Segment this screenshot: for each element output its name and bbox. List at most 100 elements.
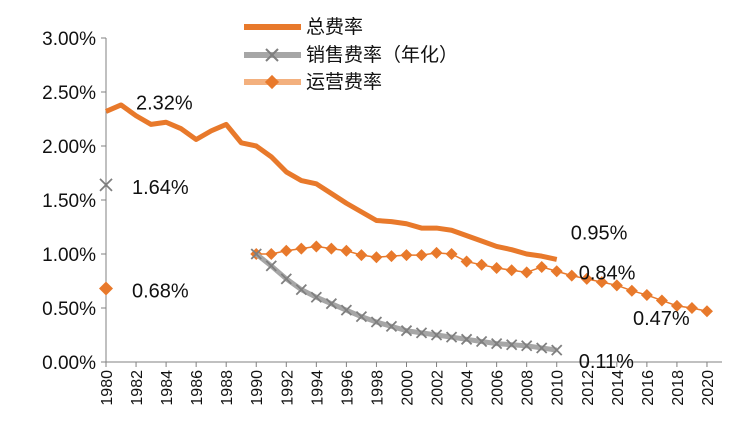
x-tick-label: 1984 [159, 370, 176, 406]
x-tick-label: 2010 [550, 370, 567, 406]
y-tick-label: 1.00% [42, 245, 96, 266]
series-point-ops [265, 248, 278, 260]
data-label-total-2010: 0.95% [571, 222, 628, 244]
series-point-sales [521, 340, 533, 352]
series-layer [99, 102, 713, 356]
series-point-sales [325, 298, 338, 310]
legend-marker-sales [265, 48, 279, 62]
series-point-sales [551, 344, 563, 356]
series-point-ops [355, 249, 368, 262]
series-point-ops [280, 244, 293, 257]
series-point-sales [506, 339, 518, 351]
series-point-ops [625, 284, 638, 297]
series-point-sales [265, 260, 277, 272]
legend-label-total: 总费率 [306, 16, 363, 38]
series-point-ops [685, 302, 698, 314]
x-tick-label: 1990 [249, 370, 266, 406]
x-tick-label: 1992 [279, 370, 296, 406]
series-point-ops [670, 299, 683, 312]
x-tick-label: 2008 [520, 370, 537, 406]
data-label-sales-2010: 0.11% [579, 351, 634, 373]
series-point-ops [370, 251, 383, 264]
x-tick-label: 2006 [490, 370, 507, 406]
x-tick-label: 1998 [369, 370, 386, 406]
series-point-ops [445, 248, 458, 260]
x-tick-label: 2012 [580, 370, 597, 406]
series-point-ops [520, 266, 533, 279]
axes [101, 37, 722, 367]
series-point-ops [430, 246, 443, 259]
series-point-ops [385, 250, 398, 263]
series-point-ops [490, 262, 503, 275]
series-point-ops [610, 279, 623, 292]
data-label-isolated-ops: 0.68% [132, 281, 189, 303]
y-tick-label: 0.50% [42, 299, 96, 320]
series-point-ops [295, 242, 308, 255]
series-point-ops [640, 289, 653, 302]
data-label-total-1980: 2.32% [136, 92, 193, 114]
isolated-point-sales [99, 178, 113, 192]
series-point-ops [700, 305, 713, 318]
data-label-ops-2010: 0.84% [579, 262, 636, 284]
series-point-ops [580, 272, 593, 285]
series-point-ops [535, 260, 548, 273]
series-point-sales [460, 333, 473, 345]
legend-marker-ops [264, 74, 280, 90]
series-point-ops [325, 242, 338, 255]
x-tick-label: 2002 [430, 370, 447, 406]
legend-label-ops: 运营费率 [306, 71, 382, 93]
series-point-sales [280, 273, 292, 285]
series-point-sales [475, 335, 488, 348]
series-point-sales [355, 311, 368, 323]
series-point-ops [550, 265, 563, 278]
series-point-sales [415, 327, 428, 339]
x-tick-label: 2020 [700, 370, 717, 406]
series-point-sales [430, 329, 443, 341]
x-tick-label: 1982 [129, 370, 146, 406]
x-tick-label: 1994 [309, 370, 326, 406]
y-tick-label: 3.00% [42, 29, 96, 50]
y-tick-label: 2.50% [42, 83, 96, 104]
series-point-ops [415, 249, 428, 262]
series-point-sales [340, 304, 353, 316]
series-point-sales [385, 320, 398, 332]
series-point-sales [445, 331, 458, 343]
x-tick-label: 2000 [399, 370, 416, 406]
series-point-ops [310, 240, 323, 253]
data-label-isolated-sales: 1.64% [132, 177, 189, 199]
series-point-sales [295, 284, 307, 296]
series-point-ops [460, 255, 473, 268]
x-tick-label: 2014 [610, 370, 627, 406]
legend: 总费率 销售费率（年化） 运营费率 [244, 16, 458, 93]
series-point-sales [490, 338, 503, 350]
legend-label-sales: 销售费率（年化） [306, 44, 458, 66]
series-point-ops [340, 244, 353, 257]
x-tick-label: 1988 [219, 370, 236, 406]
series-point-ops [595, 276, 608, 289]
x-tick-label: 2016 [640, 370, 657, 406]
x-tick-label: 1996 [339, 370, 356, 406]
series-point-ops [505, 264, 518, 277]
series-point-sales [310, 291, 322, 303]
y-tick-labels: 0.00% 0.50% 1.00% 1.50% 2.00% 2.50% 3.00% [42, 29, 96, 374]
x-tick-labels: 1980 1982 1984 1986 1988 1990 1992 1994 1996 1998… [99, 370, 717, 406]
isolated-point-ops [99, 281, 113, 296]
series-point-ops [565, 269, 578, 282]
data-label-ops-2020: 0.47% [633, 308, 690, 330]
x-tick-label: 2018 [670, 370, 687, 406]
x-tick-label: 1986 [189, 370, 206, 406]
series-point-ops [475, 258, 488, 271]
annotation-layer: 2.32% 0.95% 0.84% 0.47% 0.11% 1.64% 0.68% [132, 92, 690, 373]
series-point-sales [250, 248, 262, 260]
series-line-total [105, 102, 558, 262]
series-point-sales [370, 316, 383, 328]
series-point-sales [400, 325, 413, 337]
x-tick-label: 2004 [460, 370, 477, 406]
y-tick-label: 0.00% [42, 353, 96, 374]
x-tick-label: 1980 [99, 370, 116, 406]
series-point-sales [536, 342, 548, 354]
series-point-ops [400, 249, 413, 262]
series-point-ops [655, 294, 668, 307]
y-tick-label: 1.50% [42, 191, 96, 212]
